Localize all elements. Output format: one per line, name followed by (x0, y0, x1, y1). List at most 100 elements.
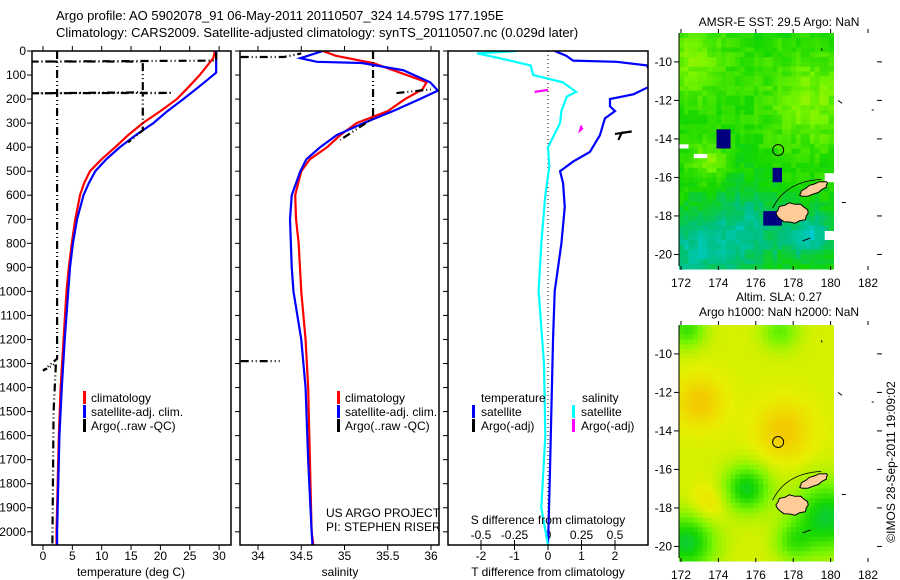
map-cell (739, 264, 746, 270)
map-cell (805, 114, 811, 121)
map-cell (711, 426, 718, 432)
map-cell (824, 464, 830, 470)
map-cell (768, 47, 774, 53)
map-cell (702, 503, 708, 509)
map-cell (697, 421, 704, 427)
map-cell (805, 512, 811, 519)
map-cell (810, 249, 816, 255)
map-cell (679, 187, 685, 193)
map-cell (791, 469, 797, 475)
map-cell (739, 464, 746, 470)
map-cell (730, 392, 736, 398)
map-cell (711, 488, 718, 495)
map-cell (716, 353, 722, 360)
map-cell (800, 196, 806, 203)
map-cell (679, 110, 685, 116)
map-cell (786, 37, 792, 44)
map-cell (716, 488, 722, 495)
map-cell (725, 177, 732, 183)
map-cell (725, 522, 732, 528)
map-cell (768, 71, 774, 77)
map-cell (800, 76, 806, 82)
map-cell (725, 191, 732, 198)
map-cell (772, 244, 778, 251)
map-cell (805, 368, 811, 374)
map-cell (758, 244, 764, 251)
map-cell (753, 382, 760, 389)
map-cell (716, 33, 722, 39)
map-cell (758, 421, 764, 427)
map-cell (786, 244, 792, 251)
map-cell (828, 353, 834, 360)
map-cell (693, 124, 699, 130)
map-cell (768, 522, 774, 528)
map-cell (819, 158, 825, 164)
map-cell (735, 378, 741, 384)
map-cell (749, 66, 755, 73)
map-cell (716, 167, 722, 174)
map-cell (814, 421, 820, 427)
map-cell (772, 483, 778, 490)
map-cell (697, 220, 704, 227)
map-cell (800, 230, 806, 236)
map-cell (721, 129, 727, 135)
map-cell (772, 536, 778, 543)
map-cell (707, 373, 713, 379)
map-cell (814, 254, 820, 260)
map-cell (828, 421, 834, 427)
map-cell (819, 129, 825, 135)
map-cell (739, 220, 746, 227)
map-cell (777, 373, 783, 379)
map-cell (753, 546, 760, 552)
map-cell (702, 527, 708, 533)
map-cell (693, 378, 699, 384)
map-cell (819, 334, 825, 340)
map-cell (758, 493, 764, 499)
map-cell (772, 373, 778, 379)
map-cell (725, 187, 732, 193)
map-cell (739, 411, 746, 418)
map-cell (721, 459, 727, 466)
map-cell (693, 493, 699, 499)
map-cell (772, 240, 778, 246)
series-argo-raw-qc (32, 52, 218, 144)
map-cell (744, 187, 750, 193)
map-cell (707, 378, 713, 384)
map-cell (763, 334, 769, 340)
map-cell (753, 512, 760, 519)
map-cell (805, 105, 811, 111)
map-cell (688, 522, 694, 528)
map-cell (782, 129, 788, 135)
map-cell (749, 430, 755, 437)
map-cell (782, 196, 788, 203)
map-cell (796, 33, 802, 39)
map-cell (814, 532, 820, 538)
map-cell (786, 416, 792, 422)
map-cell (796, 37, 802, 44)
map-cell (702, 100, 708, 106)
map-cell (772, 191, 778, 198)
map-cell (716, 100, 722, 106)
map-cell (721, 134, 727, 140)
map-cell (693, 551, 699, 557)
map-cell (707, 81, 713, 87)
map-cell (739, 177, 746, 183)
map-cell (688, 349, 694, 355)
map-cell (721, 334, 727, 340)
map-cell (721, 402, 727, 408)
map-cell (800, 334, 806, 340)
map-cell (796, 363, 802, 369)
map-cell (814, 42, 820, 48)
map-cell (791, 551, 797, 557)
map-cell (758, 532, 764, 538)
map-cell (828, 541, 834, 547)
map-cell (805, 76, 811, 82)
map-cell (814, 52, 820, 58)
map-cell (777, 167, 783, 174)
map-cell (711, 134, 718, 140)
map-cell (744, 421, 750, 427)
map-cell (777, 259, 783, 265)
map-cell (744, 220, 750, 227)
lat-tick-label: -16 (655, 462, 673, 476)
map-cell (730, 172, 736, 178)
